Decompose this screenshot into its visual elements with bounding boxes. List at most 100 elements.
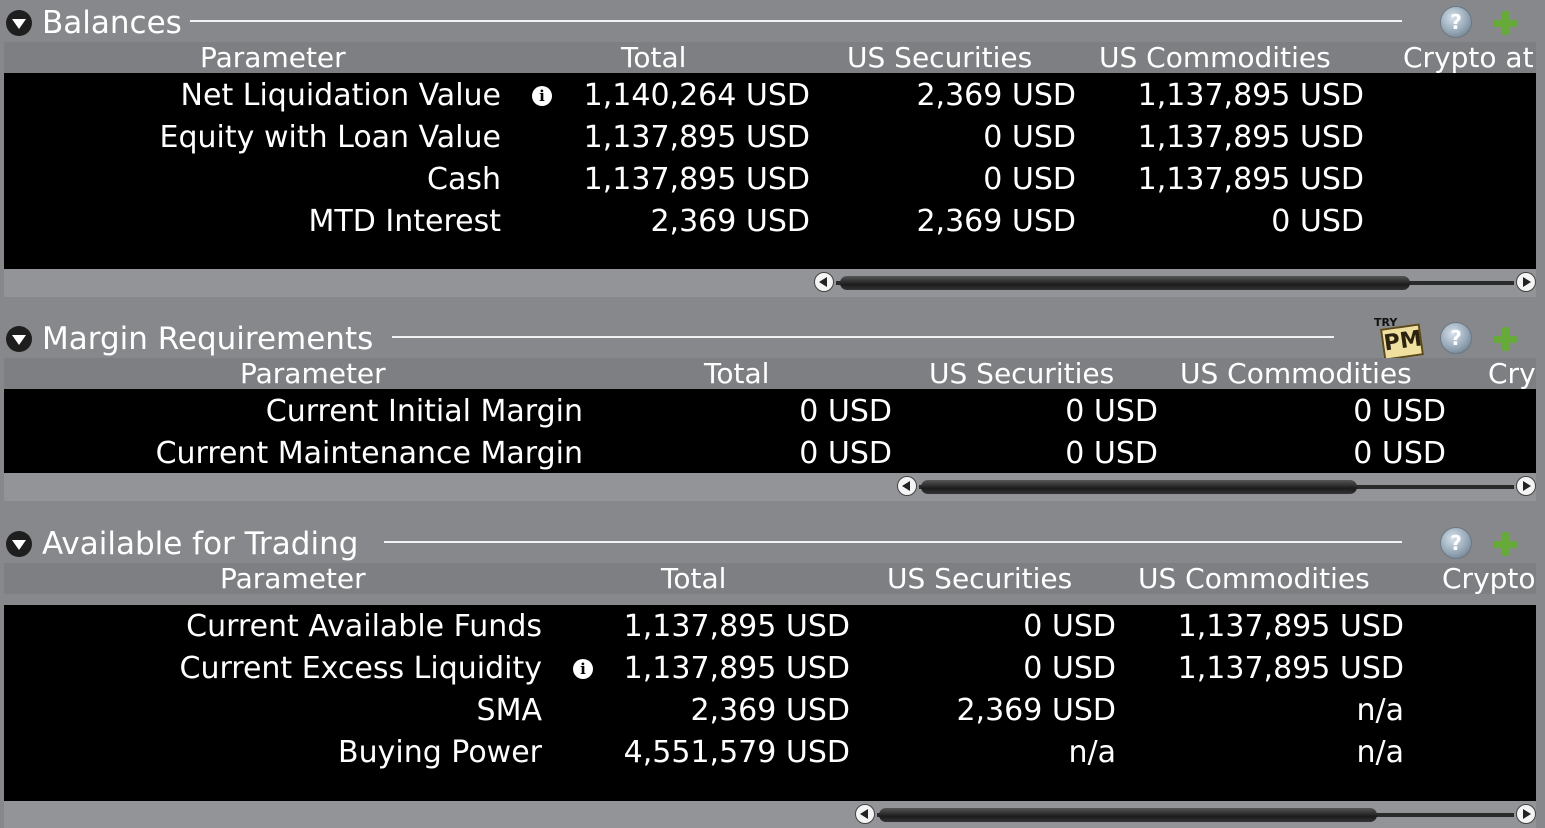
cell-us-securities: n/a <box>1068 735 1116 770</box>
collapse-triangle-icon[interactable] <box>6 326 32 352</box>
column-header-crypto[interactable]: Crypto at <box>1403 41 1534 74</box>
cell-us-commodities: n/a <box>1356 735 1404 770</box>
column-header-us-commodities[interactable]: US Commodities <box>1138 562 1370 595</box>
cell-total: 1,137,895 USD <box>583 162 810 197</box>
horizontal-scroll-area <box>4 801 1536 828</box>
table-row[interactable]: Net Liquidation Value 1,140,264 USD 2,36… <box>4 75 1536 117</box>
cell-us-commodities: 1,137,895 USD <box>1137 78 1364 113</box>
horizontal-scrollbar[interactable] <box>897 476 1536 498</box>
scroll-right-arrow-icon[interactable] <box>1516 804 1536 824</box>
pm-badge: PM <box>1379 323 1425 361</box>
margin-section: Margin Requirements TRY PM ? Parameter T… <box>0 316 1545 506</box>
balances-header: Balances ? <box>0 0 1545 42</box>
try-pm-label: TRY <box>1374 316 1398 329</box>
horizontal-scrollbar[interactable] <box>814 272 1536 294</box>
row-parameter: Cash <box>427 162 501 197</box>
column-header-us-commodities[interactable]: US Commodities <box>1099 41 1331 74</box>
try-pm-icon[interactable]: TRY PM <box>1374 316 1428 362</box>
add-icon[interactable] <box>1491 9 1519 37</box>
margin-table: Current Initial Margin 0 USD 0 USD 0 USD… <box>4 389 1536 473</box>
row-parameter: Current Available Funds <box>186 609 542 644</box>
row-parameter: Net Liquidation Value <box>180 78 501 113</box>
scrollbar-thumb[interactable] <box>921 480 1357 494</box>
table-row[interactable]: Current Available Funds 1,137,895 USD 0 … <box>4 606 1536 648</box>
column-header-parameter[interactable]: Parameter <box>240 357 386 390</box>
table-row[interactable]: SMA 2,369 USD 2,369 USD n/a <box>4 690 1536 732</box>
scroll-left-arrow-icon[interactable] <box>855 804 875 824</box>
cell-us-commodities: 0 USD <box>1271 204 1364 239</box>
scroll-left-arrow-icon[interactable] <box>897 476 917 496</box>
column-header-us-securities[interactable]: US Securities <box>929 357 1115 390</box>
cell-total: 1,137,895 USD <box>623 609 850 644</box>
scroll-right-arrow-icon[interactable] <box>1516 476 1536 496</box>
column-header-parameter[interactable]: Parameter <box>220 562 366 595</box>
section-divider <box>384 541 1402 543</box>
column-header-crypto[interactable]: Crypto <box>1442 562 1536 595</box>
row-parameter: Equity with Loan Value <box>159 120 501 155</box>
info-icon[interactable] <box>573 659 593 679</box>
cell-us-securities: 2,369 USD <box>916 204 1076 239</box>
cell-us-commodities: 1,137,895 USD <box>1137 120 1364 155</box>
trading-table: Current Available Funds 1,137,895 USD 0 … <box>4 605 1536 801</box>
column-header-crypto[interactable]: Cry <box>1488 357 1536 390</box>
table-row[interactable]: Cash 1,137,895 USD 0 USD 1,137,895 USD <box>4 159 1536 201</box>
horizontal-scroll-area <box>4 269 1536 297</box>
cell-us-commodities: 1,137,895 USD <box>1177 651 1404 686</box>
column-header-row: Parameter Total US Securities US Commodi… <box>4 563 1536 594</box>
column-header-row: Parameter Total US Securities US Commodi… <box>4 358 1536 389</box>
table-row[interactable]: Current Initial Margin 0 USD 0 USD 0 USD <box>4 391 1536 433</box>
table-row[interactable]: MTD Interest 2,369 USD 2,369 USD 0 USD <box>4 201 1536 243</box>
scrollbar-thumb[interactable] <box>840 276 1410 290</box>
help-icon[interactable]: ? <box>1440 527 1472 559</box>
table-row[interactable]: Current Maintenance Margin 0 USD 0 USD 0… <box>4 433 1536 473</box>
column-header-us-commodities[interactable]: US Commodities <box>1180 357 1412 390</box>
horizontal-scroll-area <box>4 473 1536 501</box>
row-parameter: MTD Interest <box>308 204 501 239</box>
column-header-us-securities[interactable]: US Securities <box>887 562 1073 595</box>
collapse-triangle-icon[interactable] <box>6 531 32 557</box>
cell-us-securities: 0 USD <box>1023 609 1116 644</box>
cell-total: 1,137,895 USD <box>623 651 850 686</box>
section-divider <box>392 336 1334 338</box>
cell-total: 1,137,895 USD <box>583 120 810 155</box>
cell-us-commodities: n/a <box>1356 693 1404 728</box>
section-title: Margin Requirements <box>42 321 374 357</box>
cell-us-securities: 0 USD <box>983 120 1076 155</box>
collapse-triangle-icon[interactable] <box>6 10 32 36</box>
cell-us-securities: 0 USD <box>1023 651 1116 686</box>
column-header-total[interactable]: Total <box>661 562 727 595</box>
cell-us-commodities: 0 USD <box>1353 436 1446 471</box>
cell-us-commodities: 1,137,895 USD <box>1177 609 1404 644</box>
table-row[interactable]: Equity with Loan Value 1,137,895 USD 0 U… <box>4 117 1536 159</box>
help-icon[interactable]: ? <box>1440 6 1472 38</box>
cell-us-commodities: 1,137,895 USD <box>1137 162 1364 197</box>
balances-section: Balances ? Parameter Total US Securities… <box>0 0 1545 300</box>
margin-header: Margin Requirements TRY PM ? <box>0 316 1545 361</box>
row-parameter: Current Maintenance Margin <box>155 436 583 471</box>
cell-total: 2,369 USD <box>690 693 850 728</box>
horizontal-scrollbar[interactable] <box>855 804 1536 826</box>
trading-header: Available for Trading ? <box>0 521 1545 563</box>
cell-us-securities: 0 USD <box>1065 394 1158 429</box>
scroll-left-arrow-icon[interactable] <box>814 272 834 292</box>
info-icon[interactable] <box>532 86 552 106</box>
add-icon[interactable] <box>1491 325 1519 353</box>
row-parameter: SMA <box>476 693 542 728</box>
column-header-us-securities[interactable]: US Securities <box>847 41 1033 74</box>
section-divider <box>190 20 1402 22</box>
cell-total: 0 USD <box>799 436 892 471</box>
row-parameter: Current Initial Margin <box>265 394 583 429</box>
column-header-total[interactable]: Total <box>704 357 770 390</box>
help-icon[interactable]: ? <box>1440 322 1472 354</box>
cell-total: 2,369 USD <box>650 204 810 239</box>
table-row[interactable]: Buying Power 4,551,579 USD n/a n/a <box>4 732 1536 774</box>
column-header-row: Parameter Total US Securities US Commodi… <box>4 42 1536 73</box>
add-icon[interactable] <box>1491 530 1519 558</box>
cell-us-securities: 0 USD <box>1065 436 1158 471</box>
column-header-total[interactable]: Total <box>621 41 687 74</box>
scroll-right-arrow-icon[interactable] <box>1516 272 1536 292</box>
table-row[interactable]: Current Excess Liquidity 1,137,895 USD 0… <box>4 648 1536 690</box>
cell-us-securities: 2,369 USD <box>956 693 1116 728</box>
column-header-parameter[interactable]: Parameter <box>200 41 346 74</box>
scrollbar-thumb[interactable] <box>879 808 1377 822</box>
